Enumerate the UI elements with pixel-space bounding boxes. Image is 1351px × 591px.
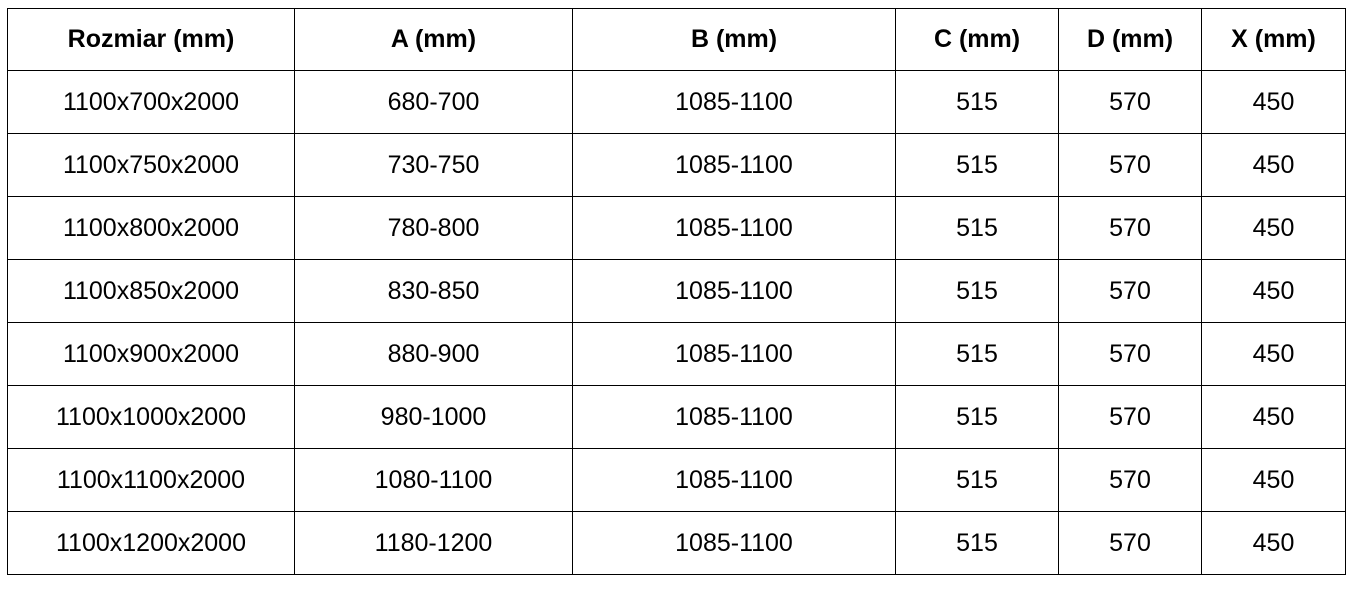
table-cell: 515 [895,448,1059,512]
table-cell: 1085-1100 [572,70,896,134]
table-row: 1100x900x2000 880-900 1085-1100 515 570 450 [7,322,1346,386]
table-cell: 680-700 [294,70,573,134]
column-header: B (mm) [572,8,896,71]
table-cell: 1085-1100 [572,133,896,197]
table-cell: 450 [1201,259,1346,323]
table-cell: 1100x1000x2000 [7,385,295,449]
header-row: Rozmiar (mm) A (mm) B (mm) C (mm) D (mm) X (m… [7,8,1346,71]
table-cell: 450 [1201,70,1346,134]
table-cell: 1085-1100 [572,448,896,512]
table-cell: 570 [1058,322,1202,386]
table-cell: 1100x850x2000 [7,259,295,323]
table-cell: 570 [1058,511,1202,575]
table-cell: 570 [1058,448,1202,512]
table-cell: 515 [895,133,1059,197]
table-body: 1100x700x2000 680-700 1085-1100 515 570 450 11… [7,70,1346,575]
table-cell: 450 [1201,511,1346,575]
table-cell: 570 [1058,385,1202,449]
table-cell: 1100x800x2000 [7,196,295,260]
table-cell: 1100x750x2000 [7,133,295,197]
table-cell: 570 [1058,70,1202,134]
table-cell: 570 [1058,196,1202,260]
table-row: 1100x750x2000 730-750 1085-1100 515 570 450 [7,133,1346,197]
table-cell: 570 [1058,133,1202,197]
table-cell: 1085-1100 [572,385,896,449]
dimensions-table: Rozmiar (mm) A (mm) B (mm) C (mm) D (mm) X (m… [7,8,1346,575]
table-cell: 450 [1201,196,1346,260]
table-cell: 1085-1100 [572,322,896,386]
table-cell: 1085-1100 [572,196,896,260]
table-cell: 780-800 [294,196,573,260]
table-cell: 1085-1100 [572,259,896,323]
table-cell: 515 [895,259,1059,323]
table-cell: 450 [1201,385,1346,449]
table-row: 1100x1200x2000 1180-1200 1085-1100 515 570 45… [7,511,1346,575]
table-cell: 1085-1100 [572,511,896,575]
table-row: 1100x1000x2000 980-1000 1085-1100 515 570 450 [7,385,1346,449]
column-header: A (mm) [294,8,573,71]
table-cell: 1180-1200 [294,511,573,575]
table-cell: 515 [895,70,1059,134]
table-cell: 450 [1201,448,1346,512]
table-row: 1100x700x2000 680-700 1085-1100 515 570 450 [7,70,1346,134]
column-header: D (mm) [1058,8,1202,71]
table-cell: 1100x700x2000 [7,70,295,134]
table-cell: 450 [1201,322,1346,386]
table-cell: 1100x1200x2000 [7,511,295,575]
table-row: 1100x1100x2000 1080-1100 1085-1100 515 570 45… [7,448,1346,512]
table-cell: 830-850 [294,259,573,323]
column-header: X (mm) [1201,8,1346,71]
table-cell: 1100x900x2000 [7,322,295,386]
table-cell: 515 [895,511,1059,575]
table-cell: 515 [895,196,1059,260]
table-row: 1100x800x2000 780-800 1085-1100 515 570 450 [7,196,1346,260]
table-cell: 980-1000 [294,385,573,449]
table-cell: 515 [895,385,1059,449]
table-row: 1100x850x2000 830-850 1085-1100 515 570 450 [7,259,1346,323]
table-cell: 570 [1058,259,1202,323]
table-cell: 1080-1100 [294,448,573,512]
table-cell: 880-900 [294,322,573,386]
table-cell: 515 [895,322,1059,386]
table-cell: 730-750 [294,133,573,197]
table-cell: 450 [1201,133,1346,197]
table-cell: 1100x1100x2000 [7,448,295,512]
column-header: C (mm) [895,8,1059,71]
column-header: Rozmiar (mm) [7,8,295,71]
